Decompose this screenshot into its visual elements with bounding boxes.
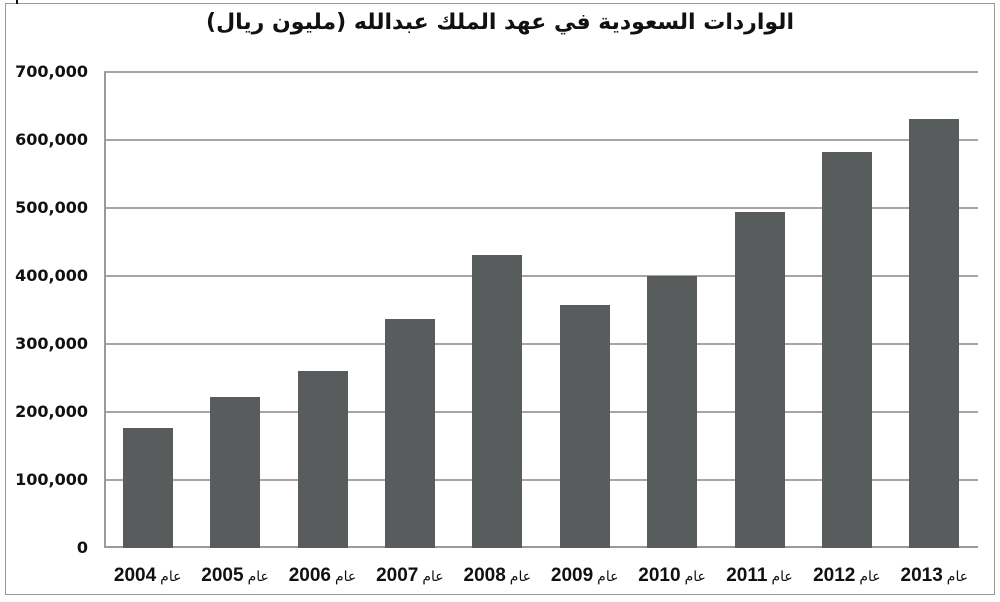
bar-2007 (384, 318, 435, 548)
x-tick-label: 2013 عام (890, 564, 978, 588)
x-tick-label: 2004 عام (104, 564, 192, 588)
x-tick-year-word: عام (684, 568, 706, 584)
bar-2005 (210, 397, 261, 548)
chart-title: الواردات السعودية في عهد الملك عبدالله (… (206, 10, 794, 35)
gridline (104, 139, 978, 141)
x-tick-year-word: عام (509, 568, 532, 584)
y-tick-label: 300,000 (15, 334, 88, 353)
x-tick-year: 2009 (550, 565, 594, 586)
bar-2012 (821, 151, 872, 548)
x-tick-year: 2004 (113, 565, 157, 586)
x-tick-year-word: عام (946, 568, 969, 584)
y-tick-label: 600,000 (15, 130, 88, 149)
y-tick-label: 700,000 (15, 62, 88, 81)
x-tick-label: 2008 عام (453, 564, 541, 588)
bar-2013 (909, 118, 960, 548)
bar-2011 (734, 212, 785, 548)
x-tick-year-word: عام (247, 568, 269, 584)
x-tick-label: 2006 عام (279, 564, 367, 588)
bar-2009 (559, 304, 610, 548)
x-tick-year-word: عام (160, 568, 182, 584)
gridline (104, 71, 978, 73)
bar-2004 (122, 427, 173, 548)
x-tick-year: 2005 (201, 565, 244, 586)
gridline (104, 343, 978, 345)
x-tick-year: 2008 (463, 565, 506, 586)
bar-2006 (297, 371, 348, 548)
corner-mark (16, 0, 18, 4)
x-tick-label: 2011 عام (716, 564, 804, 588)
plot-area (104, 72, 978, 548)
gridline (104, 275, 978, 277)
x-tick-label: 2010 عام (628, 564, 716, 588)
gridline (104, 411, 978, 413)
gridline (104, 207, 978, 209)
y-tick-label: 500,000 (15, 198, 88, 217)
x-tick-label: 2007 عام (366, 564, 454, 588)
y-tick-label: 400,000 (15, 266, 88, 285)
x-tick-label: 2009 عام (541, 564, 629, 588)
bar-2010 (647, 276, 698, 548)
y-tick-label: 200,000 (15, 402, 88, 421)
x-tick-year: 2006 (288, 565, 331, 586)
x-tick-year-word: عام (597, 568, 619, 584)
x-tick-year-word: عام (334, 568, 357, 584)
x-tick-year-word: عام (771, 568, 793, 584)
bar-2008 (472, 254, 523, 548)
y-tick-label: 100,000 (15, 470, 88, 489)
x-tick-label: 2012 عام (803, 564, 891, 588)
gridline (104, 479, 978, 481)
y-tick-label: 0 (76, 538, 88, 557)
x-tick-year-word: عام (859, 568, 881, 584)
x-tick-year: 2010 (638, 565, 681, 586)
x-tick-year: 2007 (376, 565, 419, 586)
x-tick-year: 2013 (900, 565, 943, 586)
x-tick-year: 2012 (813, 565, 856, 586)
x-tick-year: 2011 (726, 565, 768, 586)
x-tick-year-word: عام (422, 568, 444, 584)
x-tick-label: 2005 عام (191, 564, 279, 588)
